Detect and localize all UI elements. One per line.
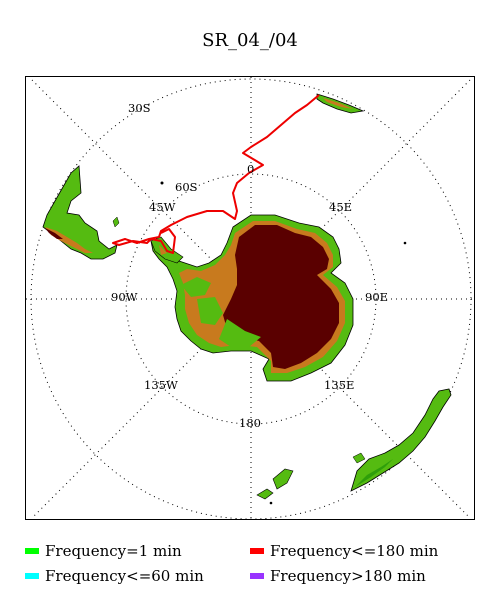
antarctica-landmass <box>150 214 354 382</box>
label-lon-180: 180 <box>239 416 261 430</box>
label-lat-30s: 30S <box>128 101 151 115</box>
label-lon-135w: 135W <box>144 378 178 392</box>
legend-item-freq-60min: Frequency<=60 min <box>25 567 204 585</box>
legend-swatch <box>25 548 39 554</box>
legend: Frequency=1 min Frequency<=180 min Frequ… <box>0 540 500 600</box>
legend-item-freq-1min: Frequency=1 min <box>25 542 182 560</box>
legend-swatch <box>25 573 39 579</box>
label-lon-90e: 90E <box>365 290 388 304</box>
label-lat-60s: 60S <box>175 180 198 194</box>
legend-label: Frequency>180 min <box>270 567 426 585</box>
label-lon-90w: 90W <box>111 290 138 304</box>
legend-label: Frequency<=180 min <box>270 542 439 560</box>
southern-islands <box>256 241 407 505</box>
new-zealand-landmass <box>350 388 452 492</box>
label-lon-45w: 45W <box>149 200 176 214</box>
south-america-landmass <box>42 165 164 260</box>
polar-map: 30S 60S 0 45E 45W 90E 90W 135E 135W 180 <box>25 76 475 520</box>
legend-label: Frequency<=60 min <box>45 567 204 585</box>
legend-item-freq-180min: Frequency<=180 min <box>250 542 438 560</box>
legend-swatch <box>250 573 264 579</box>
legend-swatch <box>250 548 264 554</box>
map-title: SR_04_/04 <box>202 30 298 51</box>
label-lon-0: 0 <box>247 162 254 176</box>
label-lon-135e: 135E <box>324 378 354 392</box>
ship-track <box>112 94 320 254</box>
legend-label: Frequency=1 min <box>45 542 182 560</box>
label-lon-45e: 45E <box>329 200 352 214</box>
legend-item-freq-over-180min: Frequency>180 min <box>250 567 426 585</box>
